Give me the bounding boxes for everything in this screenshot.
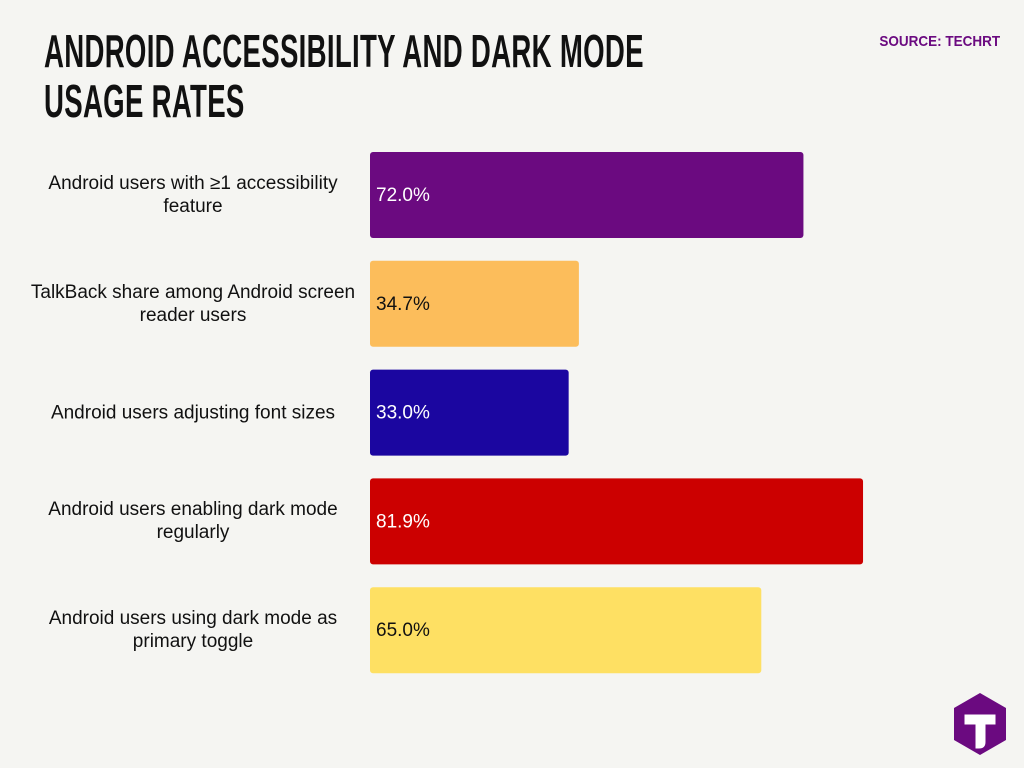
chart-title: ANDROID ACCESSIBILITY AND DARK MODE USAG… — [44, 25, 644, 127]
category-label: Android users adjusting font sizes — [50, 402, 336, 424]
bar — [370, 260, 579, 347]
bar — [370, 478, 864, 565]
bar — [370, 152, 804, 238]
bar — [370, 369, 569, 456]
value-label: 34.7% — [376, 294, 430, 315]
bar — [370, 587, 762, 674]
value-label: 72.0% — [376, 185, 430, 206]
logo — [954, 693, 1006, 755]
category-label: Android users using dark mode as primary… — [48, 608, 338, 653]
value-label: 65.0% — [376, 620, 430, 641]
value-label: 81.9% — [376, 511, 430, 532]
source: SOURCE: TECHRT — [879, 33, 1000, 50]
category-label: Android users enabling dark mode regular… — [48, 499, 338, 544]
value-label: 33.0% — [376, 403, 430, 424]
category-label: Android users with ≥1 accessibility feat… — [48, 173, 338, 217]
category-label: TalkBack share among Android screen read… — [30, 281, 356, 326]
